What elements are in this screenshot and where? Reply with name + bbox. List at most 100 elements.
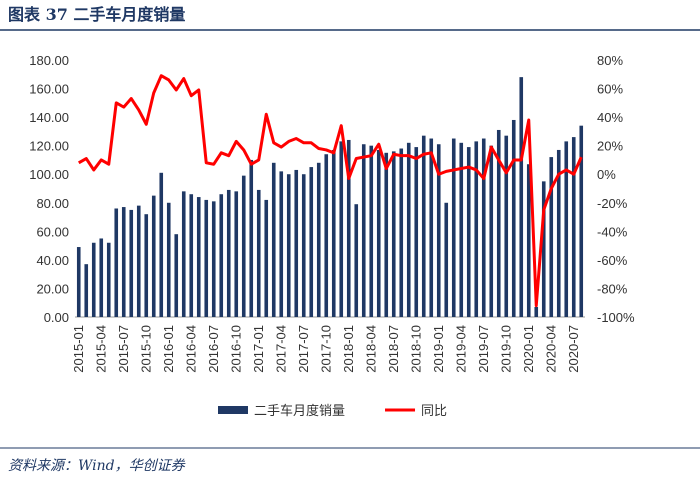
x-tick-label: 2016-07 — [206, 325, 221, 373]
legend-label: 二手车月度销量 — [254, 403, 345, 418]
y2-tick-label: 60% — [597, 82, 623, 97]
x-tick-label: 2020-01 — [521, 325, 536, 373]
y2-tick-label: 20% — [597, 139, 623, 154]
bar — [384, 152, 389, 317]
y-tick-label: 0.00 — [44, 310, 69, 325]
y-tick-label: 140.00 — [29, 110, 69, 125]
bar — [354, 204, 359, 317]
bar — [196, 197, 201, 317]
bar — [466, 147, 471, 317]
bar — [76, 247, 81, 317]
bar — [286, 174, 291, 317]
bar — [264, 199, 269, 317]
bar — [526, 164, 531, 317]
y-tick-label: 40.00 — [36, 253, 69, 268]
y-tick-label: 120.00 — [29, 139, 69, 154]
bar — [256, 189, 261, 317]
x-tick-label: 2016-01 — [161, 325, 176, 373]
bar — [519, 77, 524, 317]
bar — [204, 199, 209, 317]
bar — [309, 167, 314, 317]
bar — [249, 159, 254, 317]
x-tick-label: 2019-04 — [453, 325, 468, 373]
bar — [91, 242, 96, 317]
bar — [541, 181, 546, 317]
x-tick-label: 2017-01 — [251, 325, 266, 373]
bar — [504, 135, 509, 317]
y2-tick-label: -20% — [597, 196, 628, 211]
bar — [279, 171, 284, 317]
bar — [391, 151, 396, 317]
bar — [444, 202, 449, 317]
bar — [121, 207, 126, 317]
bar — [219, 194, 224, 317]
bar — [211, 201, 216, 317]
y2-tick-label: -60% — [597, 253, 628, 268]
y-tick-label: 100.00 — [29, 167, 69, 182]
bar — [136, 205, 141, 317]
bar — [579, 125, 584, 317]
y-tick-label: 160.00 — [29, 82, 69, 97]
bar — [376, 149, 381, 317]
line — [78, 74, 583, 308]
bar — [421, 135, 426, 317]
bar — [481, 138, 486, 317]
chart-title: 图表 37 二手车月度销量 — [8, 5, 185, 24]
x-tick-label: 2016-04 — [183, 325, 198, 373]
x-tick-label: 2015-04 — [93, 325, 108, 373]
y2-tick-label: 0% — [597, 167, 616, 182]
bar — [564, 141, 569, 317]
x-tick-label: 2018-01 — [341, 325, 356, 373]
bar — [129, 209, 134, 317]
bar — [361, 144, 366, 317]
bar — [331, 149, 336, 317]
bar — [496, 129, 501, 317]
y-tick-label: 80.00 — [36, 196, 69, 211]
x-tick-label: 2018-07 — [386, 325, 401, 373]
bar — [324, 154, 329, 317]
bar — [399, 148, 404, 317]
source: 资料来源：Wind，华创证券 — [8, 458, 186, 474]
x-tick-label: 2017-10 — [318, 325, 333, 373]
bar — [369, 145, 374, 317]
bar — [226, 189, 231, 317]
bar — [474, 141, 479, 317]
bar — [316, 162, 321, 317]
y2-tick-label: 40% — [597, 110, 623, 125]
bar — [459, 142, 464, 317]
bar — [549, 157, 554, 317]
x-tick-label: 2015-07 — [116, 325, 131, 373]
y-tick-label: 60.00 — [36, 224, 69, 239]
bar — [181, 191, 186, 317]
legend-label: 同比 — [421, 403, 447, 418]
x-tick-label: 2020-07 — [566, 325, 581, 373]
x-tick-label: 2020-04 — [543, 325, 558, 373]
bar — [294, 169, 299, 317]
x-tick-label: 2018-10 — [408, 325, 423, 373]
bar — [189, 194, 194, 317]
bar — [556, 149, 561, 317]
bar — [511, 119, 516, 317]
bar — [489, 145, 494, 317]
bar — [339, 141, 344, 317]
bar — [151, 195, 156, 317]
bar — [241, 175, 246, 317]
y2-tick-label: -80% — [597, 281, 628, 296]
bar — [346, 139, 351, 317]
x-tick-label: 2017-04 — [273, 325, 288, 373]
bar — [534, 307, 539, 317]
bar — [436, 144, 441, 317]
legend-swatch — [218, 406, 248, 414]
bar — [159, 172, 164, 317]
bar — [301, 174, 306, 317]
y2-tick-label: -100% — [597, 310, 635, 325]
bar — [451, 138, 456, 317]
bar — [429, 138, 434, 317]
bar — [571, 137, 576, 317]
x-tick-label: 2017-07 — [296, 325, 311, 373]
bar — [84, 264, 89, 317]
y2-tick-label: -40% — [597, 224, 628, 239]
y-tick-label: 180.00 — [29, 53, 69, 68]
x-tick-label: 2019-07 — [476, 325, 491, 373]
